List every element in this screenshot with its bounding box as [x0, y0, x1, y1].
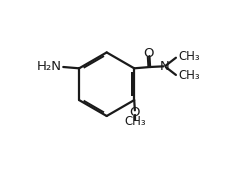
Text: CH₃: CH₃	[179, 69, 200, 82]
Text: CH₃: CH₃	[124, 115, 146, 128]
Text: O: O	[130, 106, 140, 119]
Text: N: N	[160, 60, 170, 73]
Text: H₂N: H₂N	[37, 61, 62, 73]
Text: CH₃: CH₃	[179, 50, 200, 63]
Text: O: O	[143, 47, 154, 60]
